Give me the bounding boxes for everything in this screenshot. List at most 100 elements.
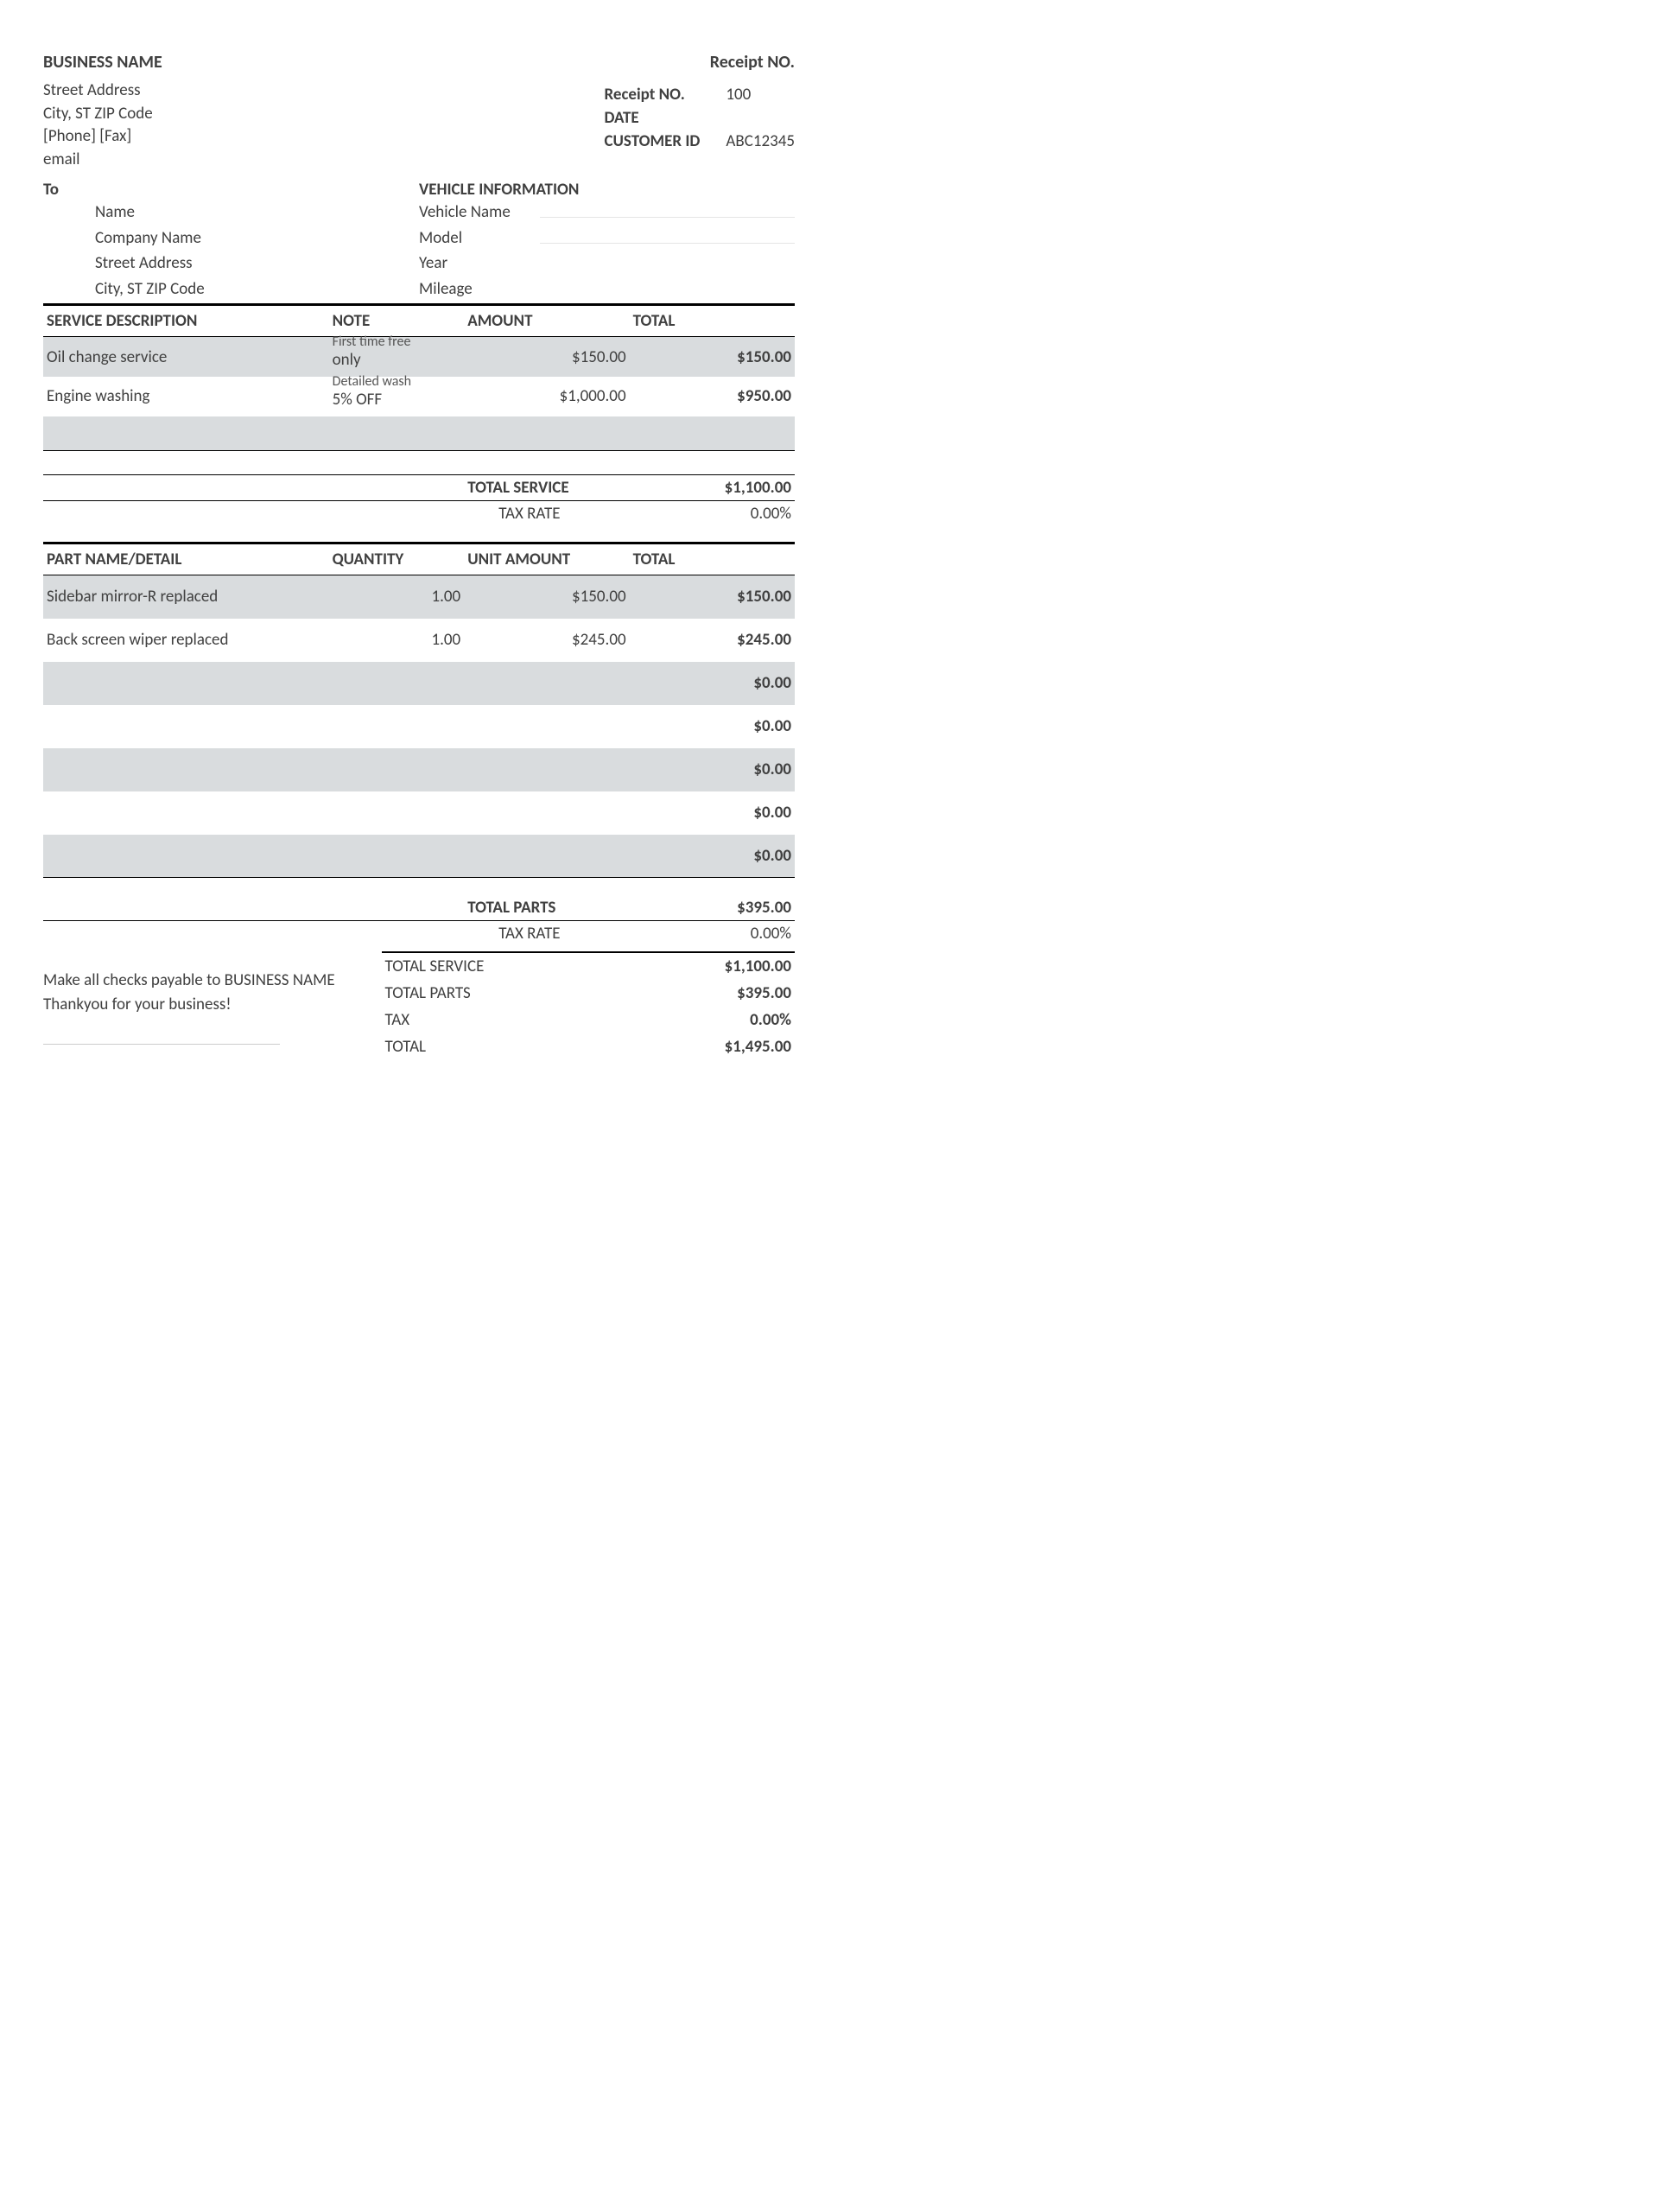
vehicle-heading: VEHICLE INFORMATION [419,180,795,200]
total-parts-value: $395.00 [630,895,795,921]
parts-header-total: TOTAL [630,543,795,575]
total-service-value: $1,100.00 [630,475,795,501]
part-name [43,791,329,835]
customer-id-value: ABC12345 [726,131,795,151]
phone-fax: [Phone] [Fax] [43,125,153,149]
service-amount: $1,000.00 [464,377,629,416]
parts-row: Back screen wiper replaced 1.00 $245.00 … [43,619,795,662]
receipt-no-label-top: Receipt NO. [710,52,795,73]
summary-total-value: $1,495.00 [588,1033,795,1060]
service-taxrate-label: TAX RATE [464,501,629,527]
part-qty [329,662,465,705]
receipt-no-value: 100 [726,85,795,105]
note-top: First time free [333,335,461,350]
service-row: Engine washing Detailed wash 5% OFF $1,0… [43,377,795,416]
service-total: $950.00 [630,377,795,416]
service-amount: $150.00 [464,337,629,377]
part-total: $0.00 [630,748,795,791]
city-st-zip: City, ST ZIP Code [43,103,153,126]
receipt-no-label: Receipt NO. [604,85,700,105]
service-row: Oil change service First time free only … [43,337,795,377]
parts-header-qty: QUANTITY [329,543,465,575]
service-header-desc: SERVICE DESCRIPTION [43,305,329,337]
parts-row: $0.00 [43,705,795,748]
part-qty [329,791,465,835]
vehicle-mileage-label: Mileage [419,276,540,302]
parts-taxrate-value: 0.00% [630,920,795,946]
parts-row: $0.00 [43,791,795,835]
summary-total-parts-label: TOTAL PARTS [382,980,588,1007]
business-address: Street Address City, ST ZIP Code [Phone]… [43,79,153,171]
part-total: $0.00 [630,705,795,748]
part-total: $245.00 [630,619,795,662]
summary-total-service-label: TOTAL SERVICE [382,952,588,980]
date-value [726,108,795,128]
parts-row: $0.00 [43,748,795,791]
service-row [43,416,795,451]
service-header-amount: AMOUNT [464,305,629,337]
summary-table: TOTAL SERVICE $1,100.00 TOTAL PARTS $395… [382,951,796,1060]
parts-row: $0.00 [43,835,795,878]
vehicle-model-value [540,226,795,244]
parts-row: $0.00 [43,662,795,705]
service-amount [464,416,629,451]
vehicle-model-label: Model [419,226,540,251]
service-desc [43,416,329,451]
part-name: Back screen wiper replaced [43,619,329,662]
part-unit [464,791,629,835]
service-table: SERVICE DESCRIPTION NOTE AMOUNT TOTAL Oi… [43,303,795,526]
parts-row: Sidebar mirror-R replaced 1.00 $150.00 $… [43,575,795,619]
vehicle-name-value [540,200,795,218]
part-qty [329,835,465,878]
part-total: $0.00 [630,662,795,705]
service-desc: Oil change service [43,337,329,377]
vehicle-year-label: Year [419,251,540,276]
service-note: First time free only [329,337,465,377]
part-qty [329,748,465,791]
total-service-label: TOTAL SERVICE [464,475,629,501]
street: Street Address [43,79,153,103]
part-name [43,662,329,705]
summary-total-service-value: $1,100.00 [588,952,795,980]
summary-tax-label: TAX [382,1007,588,1033]
part-total: $0.00 [630,835,795,878]
part-total: $150.00 [630,575,795,619]
parts-header-name: PART NAME/DETAIL [43,543,329,575]
to-city-st-zip: City, ST ZIP Code [95,276,419,302]
service-note: Detailed wash 5% OFF [329,377,465,416]
service-taxrate-value: 0.00% [630,501,795,527]
service-total [630,416,795,451]
customer-id-label: CUSTOMER ID [604,131,700,151]
to-street: Street Address [95,251,419,276]
part-unit [464,662,629,705]
to-company: Company Name [95,226,419,251]
part-name [43,705,329,748]
part-qty: 1.00 [329,575,465,619]
part-unit [464,748,629,791]
part-unit [464,705,629,748]
business-name: BUSINESS NAME [43,52,162,73]
to-heading: To [43,180,419,200]
part-name [43,835,329,878]
service-note [329,416,465,451]
parts-header-unit: UNIT AMOUNT [464,543,629,575]
service-total: $150.00 [630,337,795,377]
part-unit: $150.00 [464,575,629,619]
part-total: $0.00 [630,791,795,835]
date-label: DATE [604,108,700,128]
part-qty [329,705,465,748]
total-parts-label: TOTAL PARTS [464,895,629,921]
email: email [43,149,153,172]
part-name [43,748,329,791]
note-top: Detailed wash [333,375,461,390]
note-bot: 5% OFF [333,390,461,410]
service-header-note: NOTE [329,305,465,337]
summary-total-label: TOTAL [382,1033,588,1060]
note-bot: only [333,350,461,370]
parts-table: PART NAME/DETAIL QUANTITY UNIT AMOUNT TO… [43,542,795,946]
receipt-meta: Receipt NO. 100 DATE CUSTOMER ID ABC1234… [604,79,795,171]
service-desc: Engine washing [43,377,329,416]
footer-note: Make all checks payable to BUSINESS NAME… [43,969,337,1018]
part-name: Sidebar mirror-R replaced [43,575,329,619]
part-unit: $245.00 [464,619,629,662]
